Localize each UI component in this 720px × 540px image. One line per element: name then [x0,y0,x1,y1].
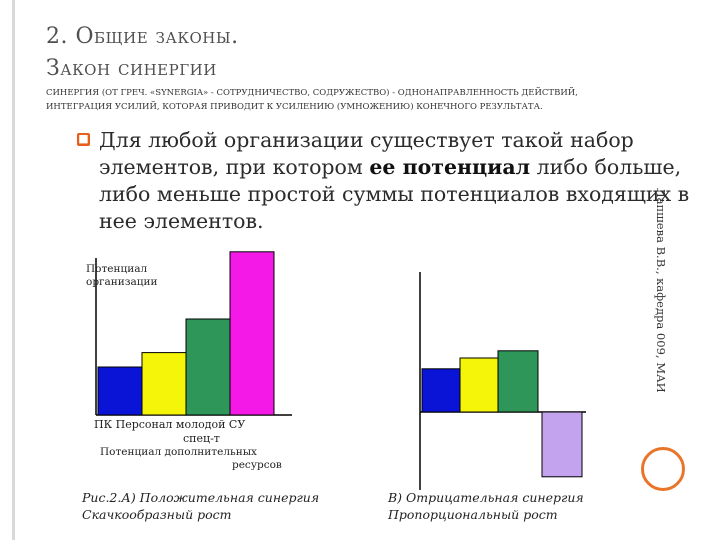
chart-a-caption-line1: Рис.2.А) Положительная синергия [82,490,320,505]
chart-b-bar-0 [421,368,463,413]
chart-a-category-sub: спец-т [183,432,220,445]
chart-b-bar-1 [459,357,501,413]
chart-a-extra-label-2: ресурсов [232,459,282,471]
chart-a-bar-3 [229,251,275,416]
chart-a-bar-0 [97,366,143,416]
chart-b-bar-3 [541,411,583,478]
chart-b-caption-line1: В) Отрицательная синергия [388,490,584,505]
decorative-circle [641,447,685,491]
chart-b-bar-2 [497,350,539,413]
chart-a-caption: Рис.2.А) Положительная синергия Скачкооб… [82,489,319,523]
bullet-glyph: ■ [78,132,89,145]
book-icon [77,133,90,146]
definition-text: Синергия (от греч. «synergia» - сотрудни… [46,88,578,112]
bullet-text-end: либо больше, либо меньше простой суммы п… [99,155,690,233]
chart-b-caption-line2: Пропорциональный рост [388,507,558,522]
chart-a-caption-line2: Скачкообразный рост [82,507,232,522]
chart-a-category-labels: ПК Персонал молодой СУ [94,418,246,431]
slide-title-line2: Закон синергии [46,56,217,81]
left-accent-rule [12,0,15,540]
chart-a-ylabel-line2: организации [86,276,158,288]
bullet-text-start: Для любой организации существует такой н… [99,128,634,179]
chart-a-bar-1 [141,352,187,416]
chart-a-extra-label: Потенциал дополнительных [100,446,257,458]
bullet-text-bold: ее потенциал [369,155,531,179]
slide-title-line1: 2. Общие законы. [46,24,239,49]
bullet-paragraph: Для любой организации существует такой н… [99,127,711,235]
chart-a-bar-2 [185,318,231,416]
chart-a-ylabel: Потенциал организации [86,263,158,289]
chart-a-ylabel-line1: Потенциал [86,263,148,275]
chart-b-caption: В) Отрицательная синергия Пропорциональн… [388,489,584,523]
